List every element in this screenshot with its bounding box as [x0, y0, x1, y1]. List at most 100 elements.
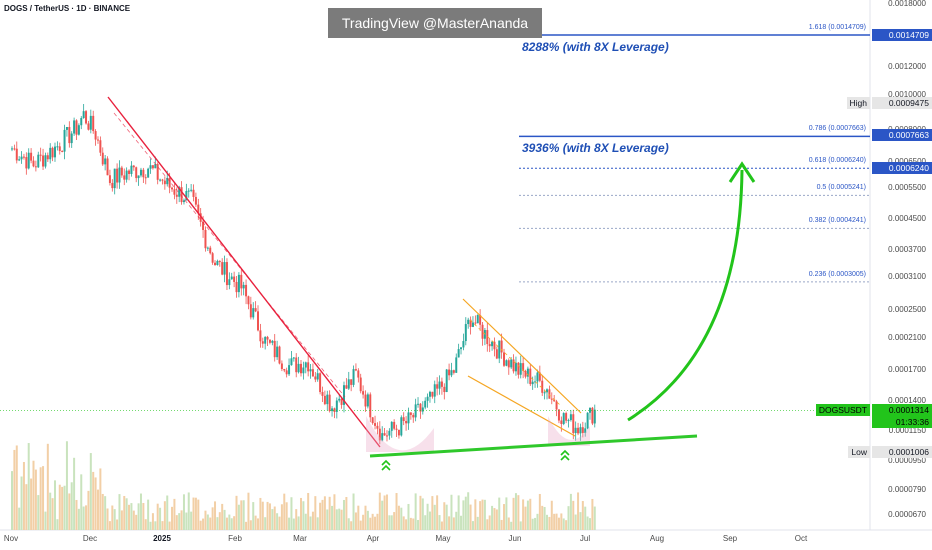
- volume-bar: [58, 484, 61, 530]
- volume-bar: [266, 501, 269, 530]
- volume-bar: [156, 503, 159, 530]
- volume-bar: [581, 501, 584, 530]
- volume-bar: [25, 484, 28, 530]
- candle-body: [89, 115, 92, 130]
- volume-bar: [560, 513, 563, 530]
- candle-body: [42, 155, 45, 167]
- volume-bar: [178, 513, 181, 530]
- candle-body: [471, 322, 474, 327]
- volume-bar: [192, 497, 195, 530]
- candle-body: [522, 363, 525, 371]
- candle-body: [216, 260, 219, 266]
- volume-bar: [101, 493, 104, 530]
- volume-bar: [154, 521, 157, 530]
- candle-body: [300, 363, 302, 374]
- volume-bar: [235, 495, 238, 530]
- x-tick-label: Feb: [228, 534, 242, 543]
- candle-body: [474, 322, 477, 324]
- candle-body: [407, 412, 410, 424]
- volume-bar: [503, 504, 506, 530]
- candle-body: [268, 339, 271, 343]
- volume-bar: [280, 504, 283, 530]
- volume-bar: [56, 519, 59, 530]
- candle-body: [288, 365, 291, 375]
- volume-bar: [448, 516, 451, 530]
- candle-body: [560, 420, 563, 424]
- volume-bar: [142, 502, 145, 530]
- volume-bar: [591, 498, 594, 530]
- candle-body: [546, 389, 549, 393]
- volume-bar: [304, 513, 307, 530]
- candle-body: [259, 330, 262, 342]
- volume-bar: [264, 517, 267, 530]
- y-tick-label: 0.0003700: [888, 244, 926, 254]
- candle-body: [505, 360, 508, 366]
- volume-bar: [529, 498, 532, 530]
- volume-bar: [352, 493, 355, 530]
- candle-body: [173, 189, 176, 195]
- volume-bar: [350, 521, 353, 530]
- candle-body: [424, 400, 427, 408]
- candle-body: [192, 189, 195, 197]
- chevron-up-icon: [381, 459, 391, 466]
- volume-bar: [531, 518, 534, 530]
- volume-bar: [51, 498, 54, 530]
- candle-body: [182, 200, 185, 203]
- volume-bar: [400, 507, 403, 530]
- volume-bar: [319, 502, 322, 530]
- candle-body: [352, 369, 355, 385]
- countdown-tag: 01:33:36: [872, 416, 932, 428]
- candle-body: [180, 187, 183, 203]
- volume-bar: [376, 513, 379, 530]
- candle-body: [467, 319, 470, 325]
- volume-bar: [505, 497, 508, 530]
- volume-bar: [316, 517, 319, 530]
- volume-bar: [46, 443, 49, 530]
- chevron-up-icon: [381, 464, 391, 471]
- candle-body: [498, 340, 501, 359]
- y-tick-label: 0.0001150: [888, 426, 926, 436]
- fib-label-0: 1.618 (0.0014709): [808, 24, 866, 31]
- volume-bar: [395, 493, 398, 530]
- candle-body: [326, 394, 329, 405]
- volume-bar: [493, 508, 496, 530]
- volume-bar: [579, 512, 582, 530]
- volume-bar: [307, 492, 310, 530]
- volume-bar: [354, 512, 357, 530]
- candle-body: [319, 373, 322, 393]
- volume-bar: [39, 467, 42, 530]
- low-label: Low: [848, 446, 870, 458]
- volume-bar: [285, 502, 288, 530]
- low-value: 0.0001006: [872, 446, 932, 458]
- candle-body: [397, 429, 400, 436]
- candle-body: [271, 340, 274, 343]
- volume-bar: [381, 500, 384, 530]
- candle-body: [233, 276, 236, 282]
- volume-bar: [249, 520, 252, 530]
- fib-tag-0618: 0.0006240: [872, 162, 932, 174]
- volume-bar: [108, 521, 111, 530]
- candle-body: [445, 369, 448, 393]
- volume-bar: [257, 518, 260, 530]
- volume-bar: [206, 514, 209, 530]
- volume-bar: [187, 492, 190, 530]
- candle-body: [526, 368, 529, 377]
- candle-body: [350, 379, 353, 385]
- y-tick-label: 0.0018000: [888, 0, 926, 8]
- candle-body: [316, 373, 319, 380]
- candle-body: [476, 315, 479, 324]
- candle-body: [493, 341, 496, 350]
- candle-body: [46, 155, 49, 160]
- volume-bar: [273, 506, 276, 530]
- candle-body: [137, 175, 140, 179]
- candle-body: [166, 177, 169, 185]
- candle-body: [409, 412, 412, 415]
- volume-bar: [111, 505, 114, 530]
- volume-bar: [574, 514, 577, 530]
- candle-body: [469, 319, 472, 327]
- volume-bar: [171, 506, 174, 530]
- fib-label-2: 0.618 (0.0006240): [808, 157, 866, 165]
- candle-body: [431, 391, 434, 397]
- candle-body: [139, 169, 142, 176]
